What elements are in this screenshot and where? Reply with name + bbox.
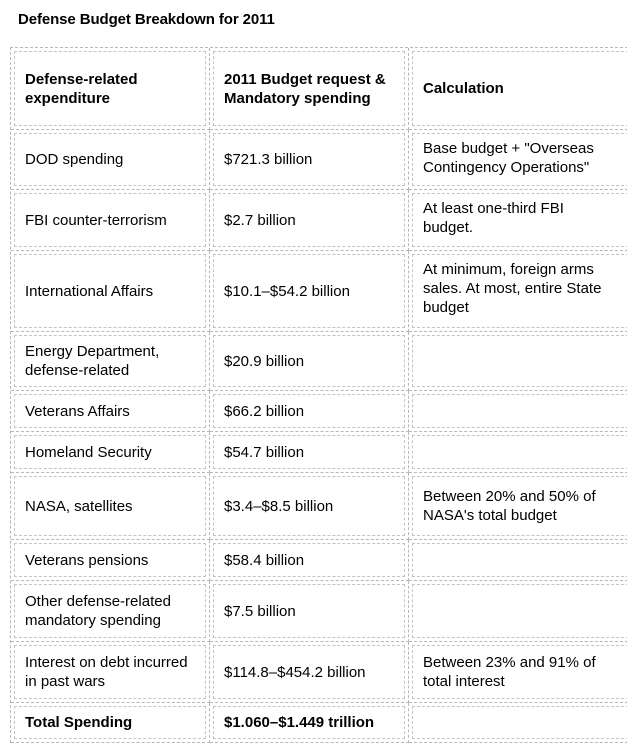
- total-label: Total Spending: [25, 714, 133, 731]
- budget-table: Defense-related expenditure 2011 Budget …: [10, 47, 627, 743]
- table-row: NASA, satellites $3.4–$8.5 billion Betwe…: [11, 473, 627, 540]
- table-cell: Veterans Affairs: [11, 391, 210, 432]
- budget-value: $7.5 billion: [224, 602, 296, 620]
- table-cell: [409, 581, 627, 642]
- table-row: Energy Department, defense-related $20.9…: [11, 332, 627, 391]
- table-cell: $721.3 billion: [210, 130, 409, 190]
- calculation-text: Between 20% and 50% of NASA's total budg…: [423, 488, 596, 524]
- table-cell: $1.060–$1.449 trillion: [210, 703, 409, 743]
- calculation-text: Base budget + "Overseas Contingency Oper…: [423, 140, 594, 176]
- table-total-row: Total Spending $1.060–$1.449 trillion: [11, 703, 627, 743]
- page-title: Defense Budget Breakdown for 2011: [18, 11, 275, 28]
- table-cell: Interest on debt incurred in past wars: [11, 642, 210, 703]
- table-cell: $114.8–$454.2 billion: [210, 642, 409, 703]
- table-cell: Energy Department, defense-related: [11, 332, 210, 391]
- table-cell: Between 20% and 50% of NASA's total budg…: [409, 473, 627, 540]
- table-row: Veterans pensions $58.4 billion: [11, 540, 627, 581]
- budget-value: $2.7 billion: [224, 211, 296, 229]
- table-row: Other defense-related mandatory spending…: [11, 581, 627, 642]
- table-cell: International Affairs: [11, 251, 210, 332]
- header-cell: Defense-related expenditure: [11, 48, 210, 130]
- table-cell: $58.4 billion: [210, 540, 409, 581]
- table-cell: At minimum, foreign arms sales. At most,…: [409, 251, 627, 332]
- table-cell: [409, 332, 627, 391]
- table-cell: $66.2 billion: [210, 391, 409, 432]
- table-cell: $20.9 billion: [210, 332, 409, 391]
- table-row: Homeland Security $54.7 billion: [11, 432, 627, 473]
- header-calculation: Calculation: [423, 80, 504, 97]
- table-cell: $10.1–$54.2 billion: [210, 251, 409, 332]
- budget-value: $114.8–$454.2 billion: [224, 663, 366, 681]
- expenditure-label: Interest on debt incurred in past wars: [25, 654, 188, 690]
- table-cell: $3.4–$8.5 billion: [210, 473, 409, 540]
- budget-value: $721.3 billion: [224, 151, 313, 168]
- table-row: DOD spending $721.3 billion Base budget …: [11, 130, 627, 190]
- table-row: Interest on debt incurred in past wars $…: [11, 642, 627, 703]
- table-row: International Affairs $10.1–$54.2 billio…: [11, 251, 627, 332]
- budget-value: $58.4 billion: [224, 551, 305, 569]
- expenditure-label: Veterans Affairs: [25, 402, 130, 420]
- table-cell: $54.7 billion: [210, 432, 409, 473]
- expenditure-label: Veterans pensions: [25, 551, 149, 569]
- table-cell: $7.5 billion: [210, 581, 409, 642]
- budget-value: $10.1–$54.2 billion: [224, 282, 350, 300]
- table-cell: Base budget + "Overseas Contingency Oper…: [409, 130, 627, 190]
- table-cell: FBI counter-terrorism: [11, 190, 210, 251]
- table-cell: Total Spending: [11, 703, 210, 743]
- budget-value: $20.9 billion: [224, 352, 305, 370]
- header-expenditure: Defense-related expenditure: [25, 70, 138, 107]
- table-row: Veterans Affairs $66.2 billion: [11, 391, 627, 432]
- table-cell: Veterans pensions: [11, 540, 210, 581]
- header-budget: 2011 Budget request & Mandatory spending: [224, 70, 386, 107]
- expenditure-label: NASA, satellites: [25, 497, 133, 515]
- calculation-text: At minimum, foreign arms sales. At most,…: [423, 261, 602, 316]
- expenditure-label: International Affairs: [25, 282, 154, 300]
- expenditure-label: Homeland Security: [25, 443, 152, 461]
- budget-value: $54.7 billion: [224, 443, 305, 461]
- table-header-row: Defense-related expenditure 2011 Budget …: [11, 48, 627, 130]
- table-cell: [409, 703, 627, 743]
- budget-value: $3.4–$8.5 billion: [224, 497, 334, 515]
- expenditure-label: DOD spending: [25, 151, 124, 168]
- table-cell: Homeland Security: [11, 432, 210, 473]
- table-cell: Other defense-related mandatory spending: [11, 581, 210, 642]
- total-value: $1.060–$1.449 trillion: [224, 714, 375, 731]
- table-cell: $2.7 billion: [210, 190, 409, 251]
- table-cell: Between 23% and 91% of total interest: [409, 642, 627, 703]
- table-cell: [409, 540, 627, 581]
- table-cell: NASA, satellites: [11, 473, 210, 540]
- table-cell: [409, 432, 627, 473]
- header-cell: Calculation: [409, 48, 627, 130]
- budget-value: $66.2 billion: [224, 402, 305, 420]
- table-row: FBI counter-terrorism $2.7 billion At le…: [11, 190, 627, 251]
- expenditure-label: Energy Department, defense-related: [25, 343, 160, 379]
- calculation-text: Between 23% and 91% of total interest: [423, 654, 596, 690]
- expenditure-label: FBI counter-terrorism: [25, 211, 167, 229]
- expenditure-label: Other defense-related mandatory spending: [25, 593, 171, 629]
- table-cell: At least one-third FBI budget.: [409, 190, 627, 251]
- header-cell: 2011 Budget request & Mandatory spending: [210, 48, 409, 130]
- table-cell: DOD spending: [11, 130, 210, 190]
- table-cell: [409, 391, 627, 432]
- calculation-text: At least one-third FBI budget.: [423, 200, 564, 236]
